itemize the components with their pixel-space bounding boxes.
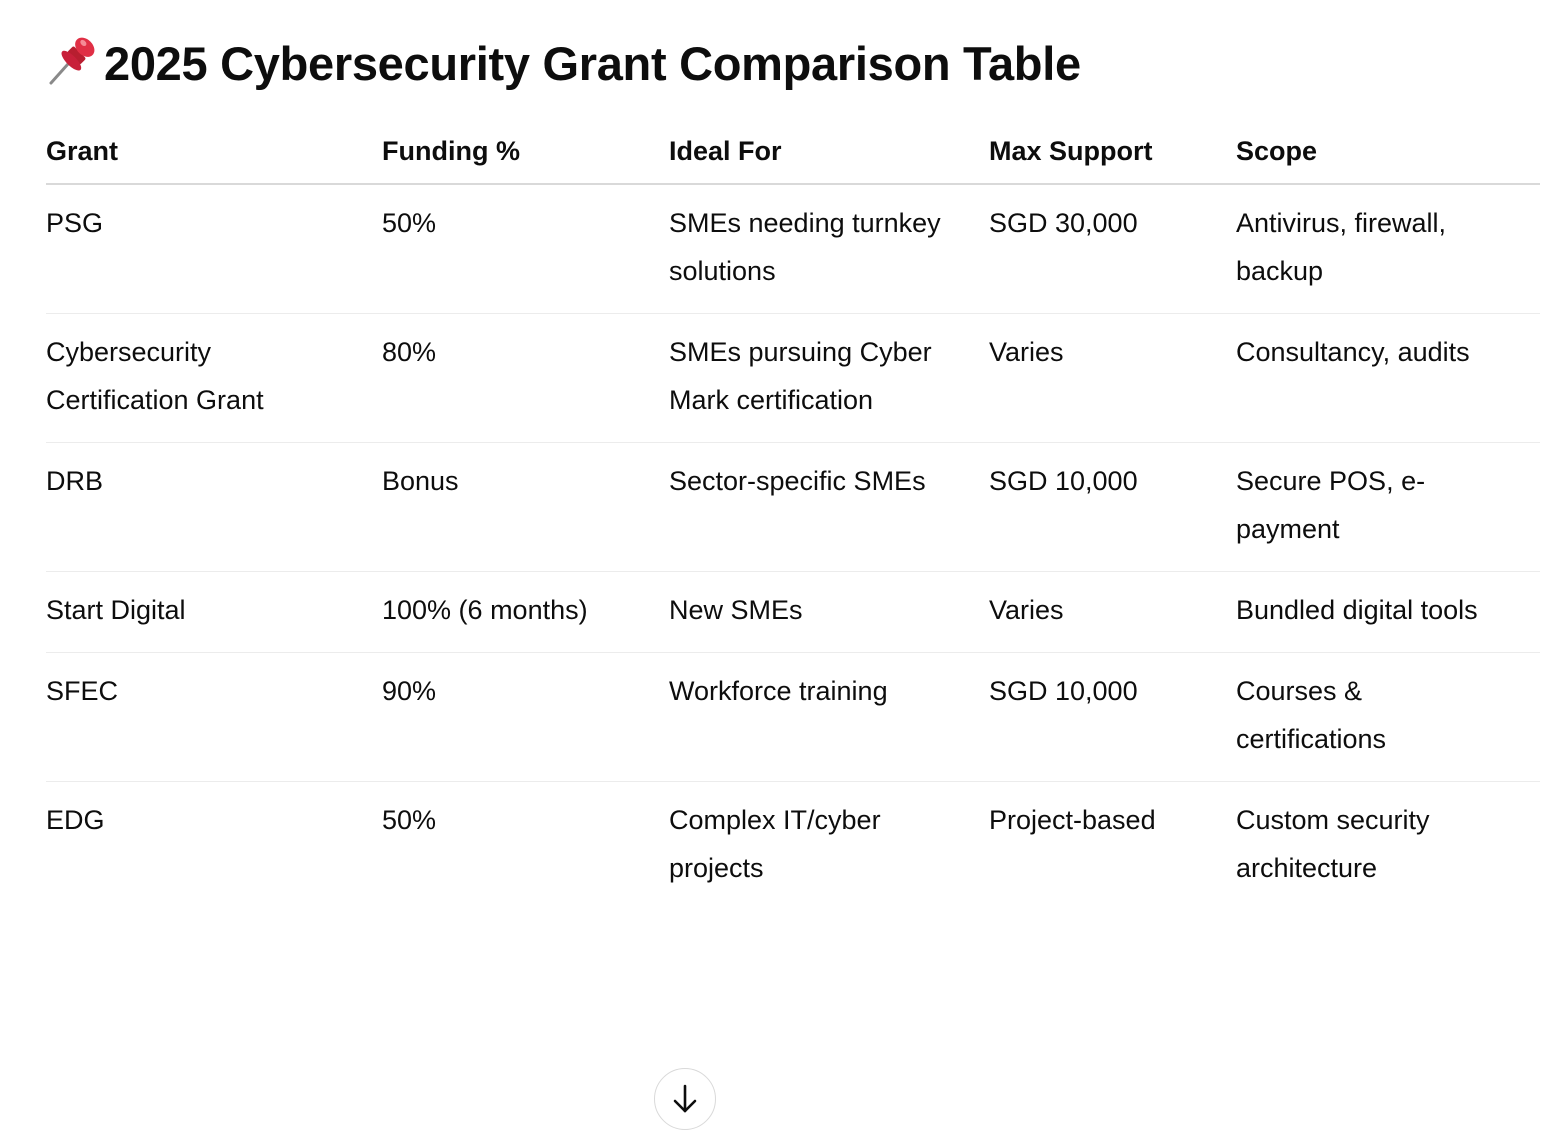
table-row: SFEC 90% Workforce training SGD 10,000 C… [46,652,1540,782]
scroll-to-bottom-button[interactable] [654,1068,716,1130]
table-row: DRB Bonus Sector-specific SMEs SGD 10,00… [46,442,1540,572]
cell-ideal-for: New SMEs [669,571,989,653]
page-title: 2025 Cybersecurity Grant Comparison Tabl… [46,34,1081,94]
cell-grant: EDG [46,805,105,835]
cell-ideal-for: Complex IT/cyber projects [669,805,881,883]
column-header-ideal-for: Ideal For [669,126,989,185]
cell-ideal-for: Sector-specific SMEs [669,442,989,572]
cell-funding: 50% [382,805,437,835]
cell-max-support: SGD 30,000 [989,184,1236,314]
table-row: Cybersecurity Certification Grant 80% SM… [46,313,1540,443]
cell-scope: Courses & certifications [1236,652,1540,782]
column-header-scope: Scope [1236,126,1540,185]
cell-grant: SFEC [46,652,382,782]
cell-grant: Start Digital [46,571,382,653]
cell-ideal-for: SMEs pursuing Cyber Mark certification [669,313,989,443]
cell-scope: Bundled digital tools [1236,571,1540,653]
column-header-max-support: Max Support [989,126,1236,185]
table-row: PSG 50% SMEs needing turnkey solutions S… [46,184,1540,314]
table-row: Start Digital 100% (6 months) New SMEs V… [46,571,1540,653]
cell-max-support: Varies [989,571,1236,653]
cell-scope: Secure POS, e-payment [1236,442,1540,572]
column-header-grant: Grant [46,126,382,185]
arrow-down-icon [673,1084,697,1113]
page-title-text: 2025 Cybersecurity Grant Comparison Tabl… [104,37,1081,90]
table-row: EDG 50% Complex IT/cyber projects Projec… [46,782,1540,911]
cell-max-support: SGD 10,000 [989,652,1236,782]
grant-comparison-table: Grant Funding % Ideal For Max Support Sc… [46,126,1540,910]
cell-funding: 80% [382,313,669,443]
cell-funding: 90% [382,652,669,782]
cell-max-support: SGD 10,000 [989,442,1236,572]
cell-funding: 50% [382,184,669,314]
cell-scope: Antivirus, firewall, backup [1236,184,1540,314]
cell-scope: Consultancy, audits [1236,313,1540,443]
cell-ideal-for: Workforce training [669,652,989,782]
cell-funding: Bonus [382,442,669,572]
cell-funding: 100% (6 months) [382,571,669,653]
cell-grant: PSG [46,184,382,314]
cell-ideal-for: SMEs needing turnkey solutions [669,184,989,314]
cell-max-support: Project-based [989,805,1156,835]
cell-scope: Custom security architecture [1236,805,1430,883]
column-header-funding: Funding % [382,126,669,185]
cell-grant: DRB [46,442,382,572]
cell-grant: Cybersecurity Certification Grant [46,313,382,443]
cell-max-support: Varies [989,313,1236,443]
table-header-row: Grant Funding % Ideal For Max Support Sc… [46,126,1540,185]
pushpin-icon [46,36,96,86]
